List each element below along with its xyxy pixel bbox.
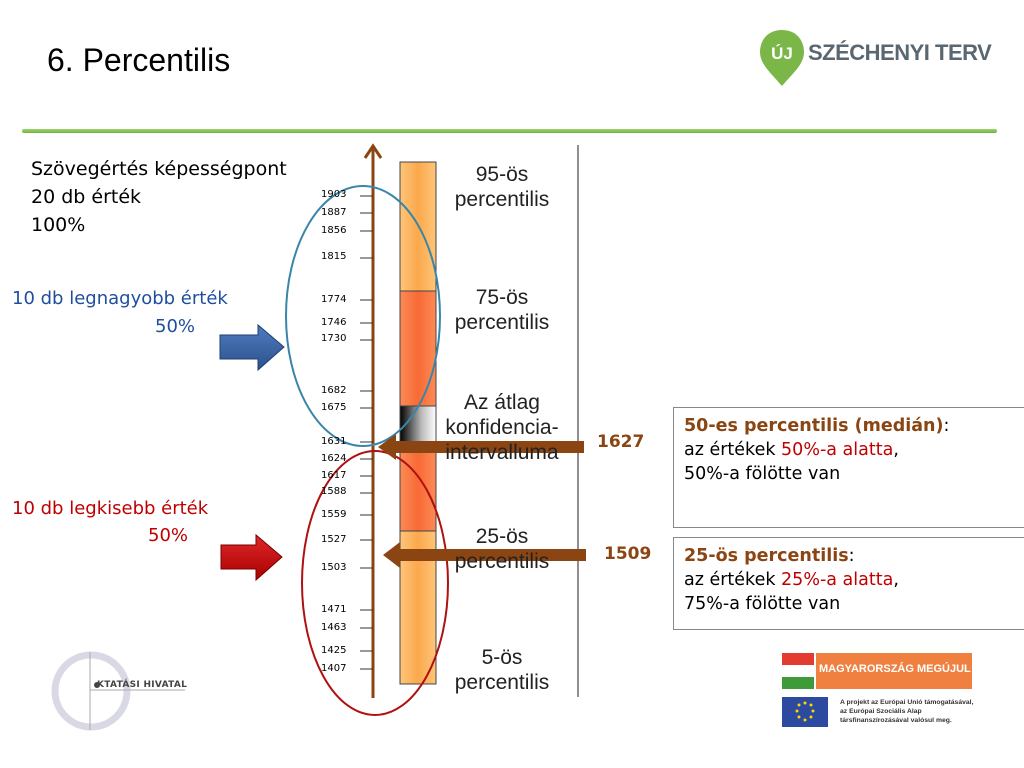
szechenyi-logo: ÚJ (760, 30, 804, 86)
tick-label: 1887 (321, 207, 347, 218)
band-p75 (400, 291, 436, 406)
info-line-2: 20 db érték (31, 186, 142, 208)
tick-label: 1617 (321, 470, 347, 481)
band-label-p5: 5-ös percentilis (454, 646, 550, 694)
tick-label: 1624 (321, 453, 347, 464)
tick-label: 1682 (321, 385, 347, 396)
bottom-half-percent: 50% (148, 525, 189, 546)
tick-label: 1856 (321, 225, 347, 236)
q1-box-title: 25-ös percentilis (684, 546, 849, 566)
tick-label: 1463 (321, 622, 347, 633)
q1-pointer-arrow (383, 542, 586, 568)
tick-label: 1425 (321, 645, 347, 656)
page-title: 6. Percentilis (47, 42, 231, 78)
band-label-p75: 75-ös percentilis (454, 286, 550, 334)
footer-eu-text: A projekt az Európai Unió támogatásával,… (840, 699, 974, 724)
info-line-3: 100% (31, 214, 86, 236)
bottom-half-label: 10 db legkisebb érték (12, 498, 209, 519)
q1-explanation-box: 25-ös percentilis: az értékek 25%-a alat… (673, 537, 1024, 630)
median-explanation-box: 50-es percentilis (medián): az értékek 5… (673, 407, 1024, 528)
median-value: 1627 (597, 432, 645, 452)
tick-label: 1903 (321, 189, 347, 200)
logo-text: SZÉCHENYI TERV (808, 40, 992, 65)
footer-banner-text: MAGYARORSZÁG MEGÚJUL (819, 663, 971, 675)
header-divider (22, 129, 997, 133)
q1-value: 1509 (604, 544, 652, 564)
band-label-p25: 25-ös percentilis (454, 525, 550, 573)
tick-label: 1746 (321, 317, 347, 328)
red-arrow-icon (220, 533, 283, 582)
oktatasi-hivatal-logo-text: KTATÁSI HIVATAL (97, 680, 188, 690)
band-p50-25 (400, 443, 436, 531)
tick-label: 1588 (321, 486, 347, 497)
top-half-label: 10 db legnagyobb érték (12, 288, 228, 309)
tick-label: 1730 (321, 333, 347, 344)
band-label-p95: 95-ös percentilis (454, 163, 550, 211)
tick-label: 1631 (321, 436, 347, 447)
tick-label: 1559 (321, 509, 347, 520)
tick-label: 1675 (321, 402, 347, 413)
band-label-ci: Az átlag konfidencia-intervalluma (445, 391, 559, 464)
median-pointer-arrow (378, 434, 584, 460)
top-half-percent: 50% (155, 316, 196, 337)
info-line-1: Szövegértés képességpont (31, 158, 287, 180)
tick-label: 1471 (321, 604, 347, 615)
blue-arrow-icon (219, 323, 285, 372)
tick-label: 1407 (321, 663, 347, 674)
median-box-title: 50-es percentilis (medián) (684, 416, 944, 436)
tick-label: 1527 (321, 534, 347, 545)
logo-badge: ÚJ (771, 44, 793, 63)
tick-label: 1503 (321, 562, 347, 573)
tick-label: 1815 (321, 251, 347, 262)
tick-label: 1774 (321, 294, 347, 305)
